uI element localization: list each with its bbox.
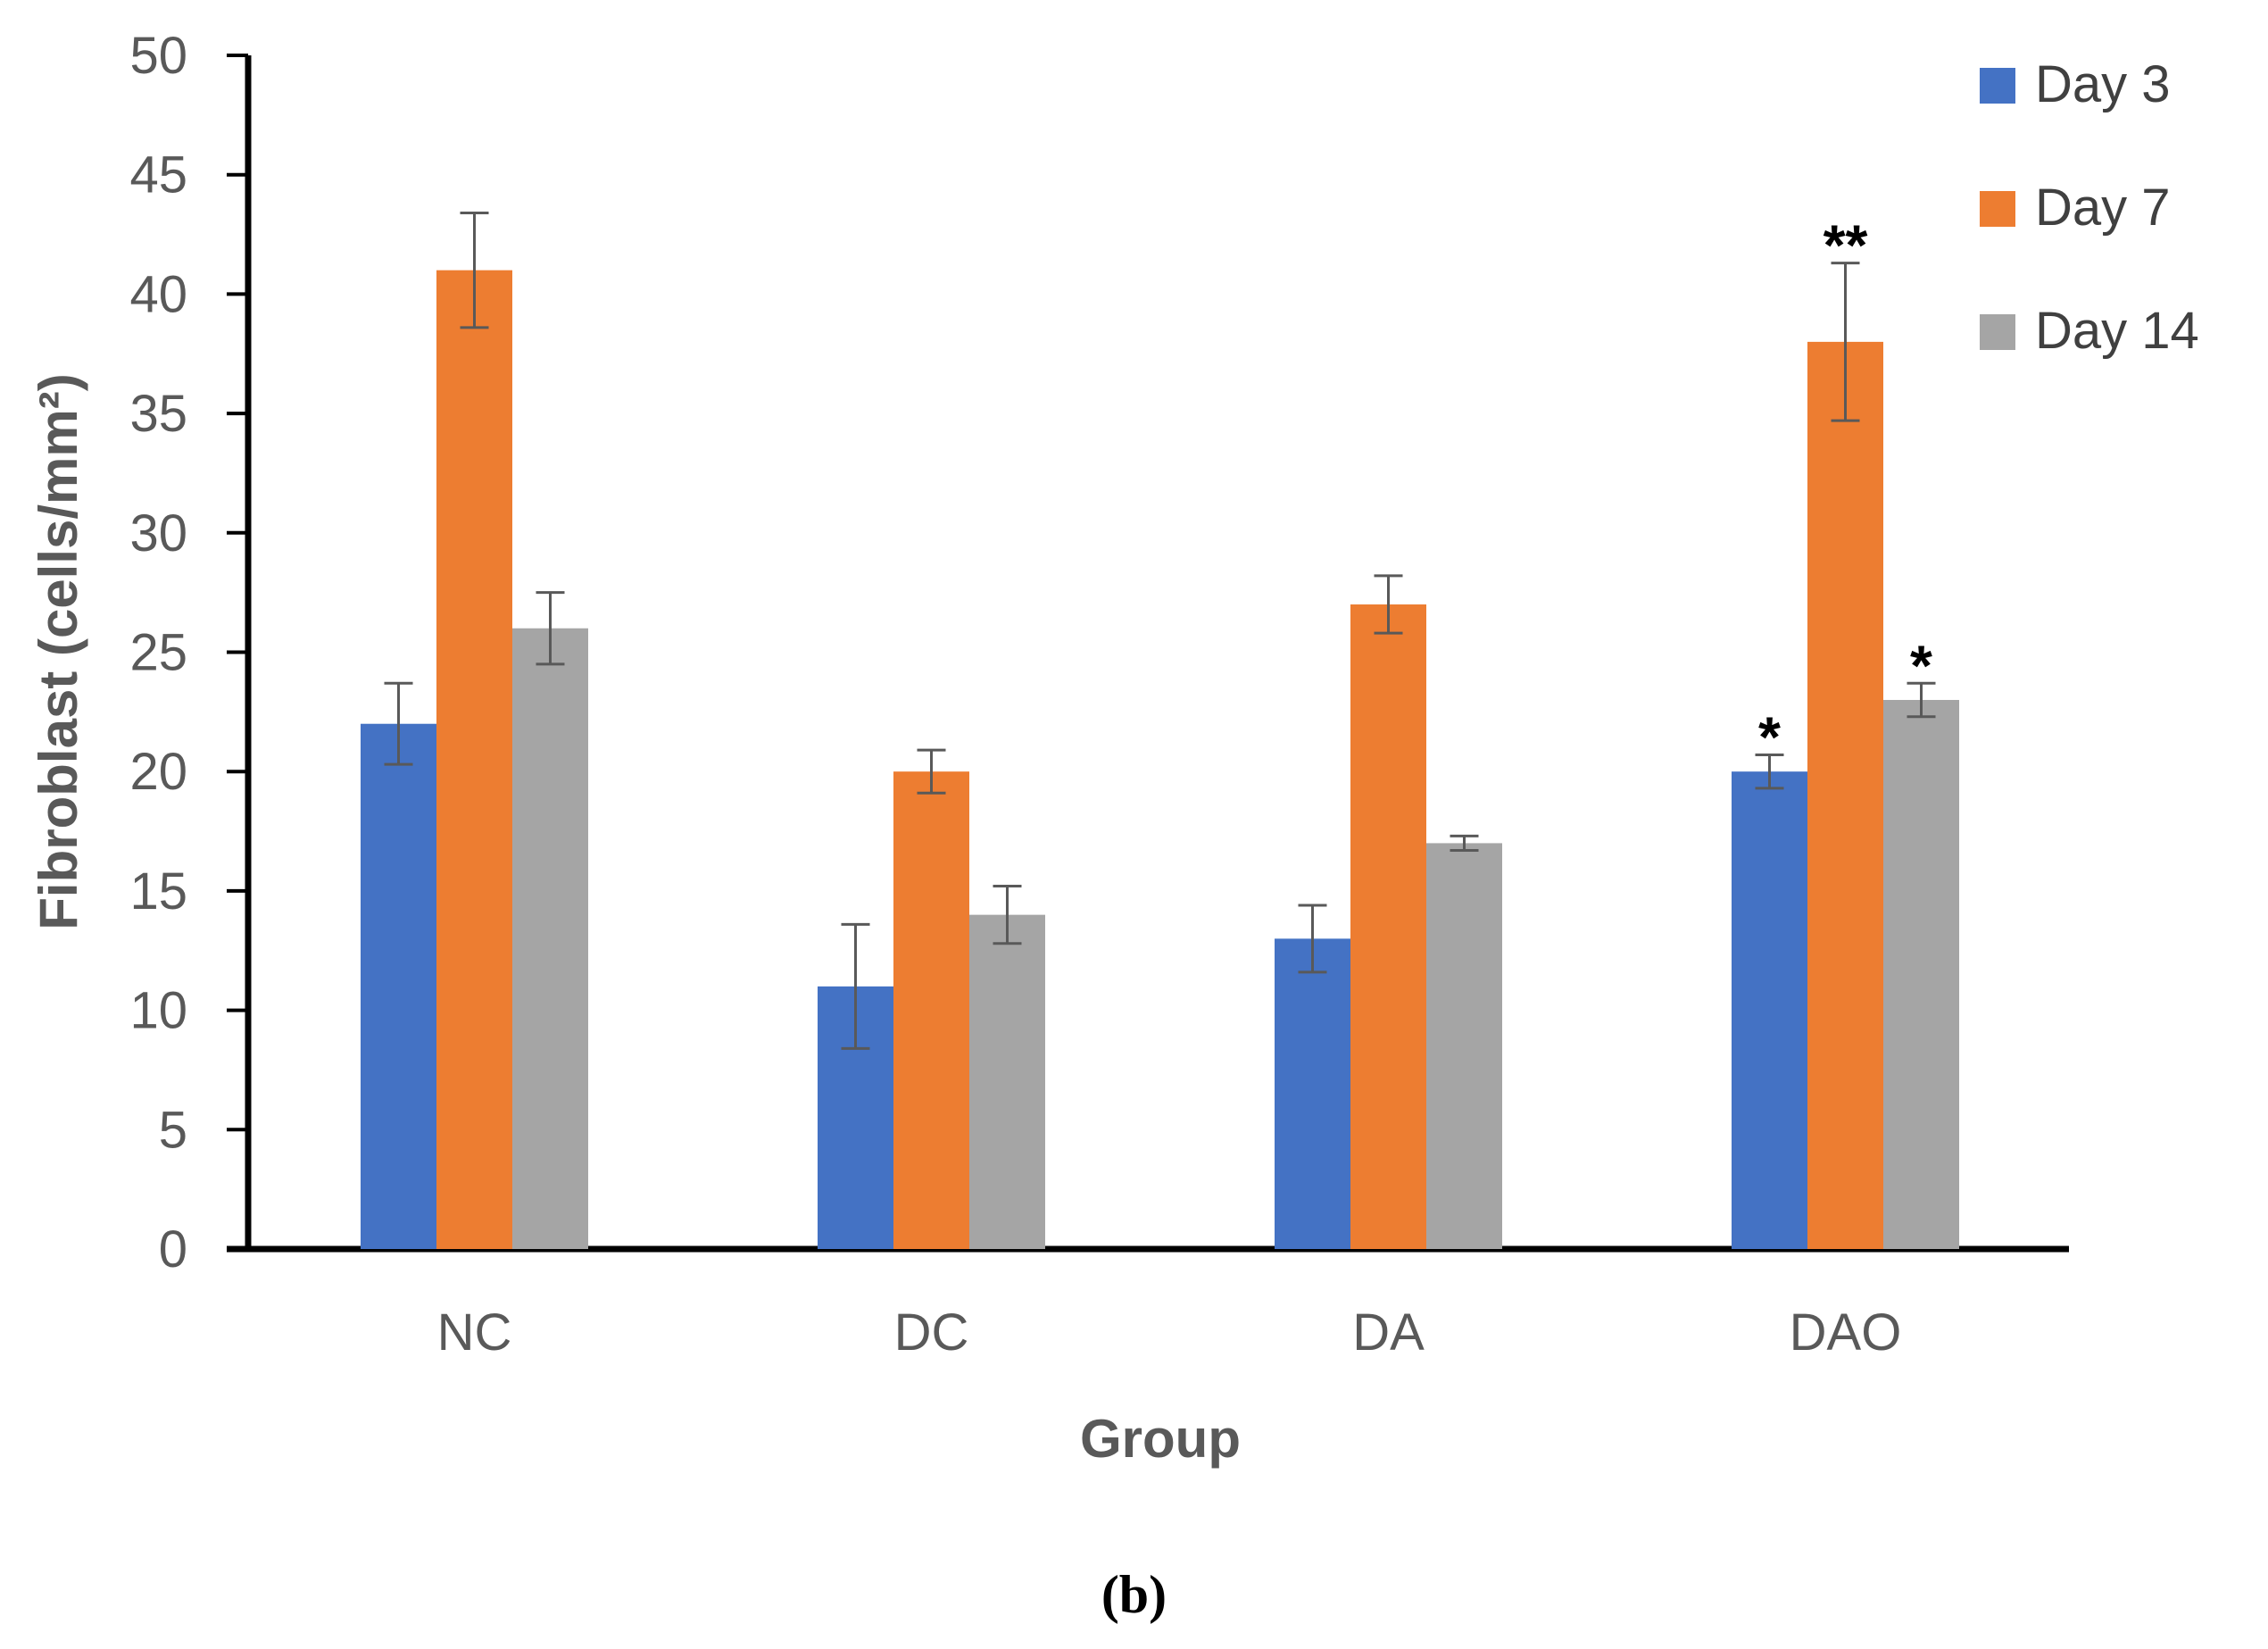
bars-group — [361, 270, 1959, 1249]
legend-swatch-day-7 — [1980, 191, 2015, 227]
legend-swatch-day-14 — [1980, 314, 2015, 350]
bar-nc-day-14 — [512, 628, 588, 1249]
bar-dao-day-14 — [1883, 699, 1959, 1249]
y-tick-label-25: 25 — [129, 624, 187, 682]
legend: Day 3 Day 7 Day 14 — [1980, 55, 2199, 360]
y-tick-label-30: 30 — [129, 504, 187, 562]
x-tick-label-dc: DC — [894, 1303, 969, 1362]
y-axis-title: Fibroblast (cells/mm²) — [29, 373, 88, 929]
y-tick-label-35: 35 — [129, 385, 187, 443]
legend-label-day-7: Day 7 — [2035, 179, 2171, 237]
bar-nc-day-7 — [436, 270, 512, 1249]
y-tick-label-5: 5 — [159, 1101, 187, 1159]
legend-label-day-3: Day 3 — [2035, 55, 2171, 113]
legend-label-day-14: Day 14 — [2035, 302, 2199, 360]
x-tick-label-nc: NC — [437, 1303, 512, 1362]
y-tick-label-50: 50 — [129, 27, 187, 85]
bar-da-day-14 — [1426, 843, 1502, 1249]
bar-da-day-7 — [1350, 604, 1426, 1249]
significance-marker-dao-day-14: * — [1910, 633, 1932, 697]
error-bars-group — [384, 211, 1936, 1050]
bar-nc-day-3 — [361, 723, 436, 1249]
axes-group: NC DC DA DAO 0 5 10 15 20 25 30 35 40 45 50 Group Fibrob… — [29, 27, 2069, 1469]
y-tick-label-45: 45 — [129, 146, 187, 204]
bar-da-day-3 — [1275, 938, 1350, 1249]
x-axis-title: Group — [1080, 1409, 1241, 1469]
y-tick-label-40: 40 — [129, 265, 187, 323]
panel-label: (b) — [1101, 1565, 1167, 1624]
x-tick-label-dao: DAO — [1790, 1303, 1902, 1362]
y-tick-label-20: 20 — [129, 743, 187, 801]
significance-marker-dao-day-7: ** — [1824, 213, 1868, 278]
bar-dc-day-14 — [969, 914, 1045, 1249]
bar-dc-day-7 — [893, 771, 969, 1249]
bar-dao-day-3 — [1732, 771, 1807, 1249]
y-tick-label-0: 0 — [159, 1220, 187, 1278]
y-tick-label-10: 10 — [129, 982, 187, 1040]
bar-dao-day-7 — [1807, 341, 1883, 1249]
significance-marker-dao-day-3: * — [1758, 704, 1781, 769]
x-tick-label-da: DA — [1352, 1303, 1425, 1362]
y-tick-label-15: 15 — [129, 862, 187, 920]
annotations-group: **** — [1758, 213, 1932, 770]
legend-swatch-day-3 — [1980, 68, 2015, 104]
